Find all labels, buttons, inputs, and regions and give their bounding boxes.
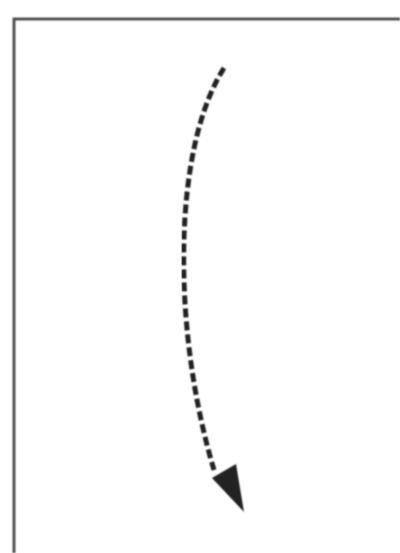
arrowhead-icon [212,464,244,512]
paper-border [12,17,400,553]
fold-direction-arrow [181,66,227,471]
